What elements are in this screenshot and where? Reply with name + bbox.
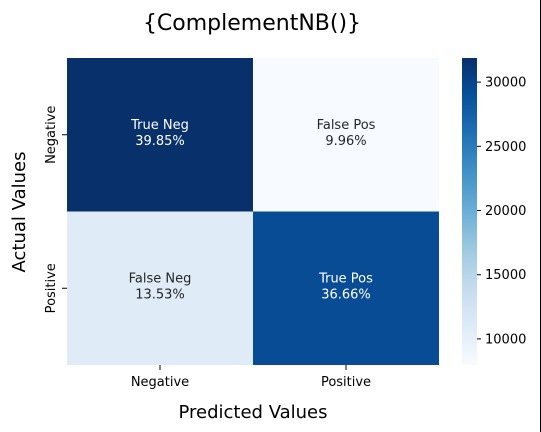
- cell-label: True Pos: [318, 271, 373, 286]
- y-axis: Negative Positive: [44, 106, 67, 314]
- colorbar-tick-label: 30000: [485, 76, 526, 91]
- y-axis-label: Actual Values: [9, 152, 30, 273]
- colorbar-tick-label: 20000: [485, 204, 526, 219]
- cell-label: True Neg: [130, 118, 189, 133]
- cell-percent: 36.66%: [321, 287, 371, 302]
- x-axis: Negative Positive: [131, 365, 371, 390]
- colorbar: [462, 58, 477, 365]
- y-tick-label: Negative: [44, 106, 59, 164]
- cell-percent: 39.85%: [135, 134, 185, 149]
- chart-title: {ComplementNB()}: [143, 11, 361, 36]
- heatmap-cells: [67, 58, 439, 365]
- x-tick-label: Negative: [131, 375, 189, 390]
- cell-label: False Pos: [317, 118, 376, 133]
- y-tick-label: Positive: [44, 263, 59, 313]
- colorbar-ticks: 10000 15000 20000 25000 30000: [477, 76, 526, 348]
- x-tick-label: Positive: [321, 375, 371, 390]
- colorbar-tick-label: 10000: [485, 332, 526, 347]
- cell-percent: 13.53%: [135, 287, 185, 302]
- colorbar-tick-label: 25000: [485, 140, 526, 155]
- colorbar-tick-label: 15000: [485, 268, 526, 283]
- cell-label: False Neg: [129, 271, 192, 286]
- x-axis-label: Predicted Values: [178, 402, 327, 423]
- cell-percent: 9.96%: [325, 134, 366, 149]
